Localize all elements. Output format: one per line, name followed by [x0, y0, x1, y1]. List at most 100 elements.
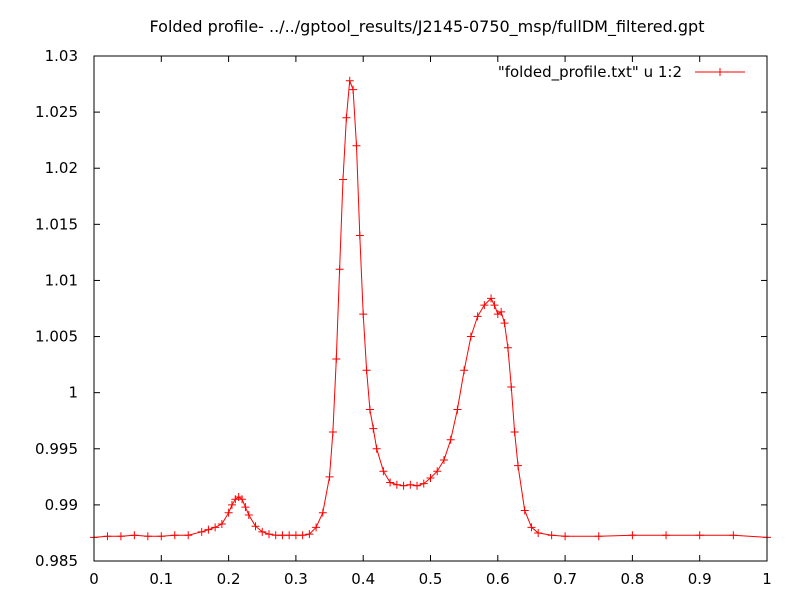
- data-point: [439, 456, 448, 464]
- data-point: [251, 522, 260, 531]
- data-point: [362, 366, 371, 375]
- data-point: [628, 531, 637, 540]
- data-point: [547, 531, 556, 540]
- data-point: [328, 427, 337, 436]
- data-point: [513, 461, 522, 470]
- x-tick-label: 0.9: [688, 570, 712, 588]
- y-tick-label: 1.02: [45, 159, 78, 177]
- data-point: [355, 231, 364, 240]
- data-point: [244, 510, 253, 519]
- plot-border: [93, 55, 768, 562]
- x-tick-label: 1: [762, 570, 772, 588]
- data-point: [392, 480, 401, 489]
- x-tick-label: 0.2: [217, 570, 241, 588]
- x-tick-label: 0.6: [486, 570, 510, 588]
- data-point: [507, 383, 516, 392]
- data-point: [369, 424, 378, 433]
- data-point: [211, 523, 220, 532]
- data-point: [332, 355, 341, 363]
- data-point: [534, 528, 543, 537]
- y-tick-label: 1.005: [35, 328, 78, 346]
- data-point: [258, 527, 267, 536]
- data-point: [345, 76, 354, 85]
- data-point: [433, 467, 442, 476]
- data-point: [352, 141, 361, 150]
- x-tick-label: 0: [89, 570, 99, 588]
- data-point: [116, 532, 125, 541]
- x-axis: 0 0.1 0.2 0.3 0.4 0.5 0.6 0.7 0.8 0.9 1: [89, 56, 772, 588]
- data-point: [497, 307, 506, 316]
- y-tick-label: 1.015: [35, 215, 78, 233]
- data-point: [662, 531, 671, 540]
- data-point: [204, 525, 213, 534]
- legend-label: "folded_profile.txt" u 1:2: [498, 63, 682, 82]
- data-point: [460, 366, 469, 375]
- y-tick-label: 0.995: [35, 440, 78, 458]
- x-tick-label: 0.7: [553, 570, 577, 588]
- data-point: [413, 481, 422, 490]
- data-point: [130, 531, 139, 540]
- data-point: [103, 532, 112, 541]
- x-tick-label: 0.8: [620, 570, 644, 588]
- data-point: [278, 531, 287, 540]
- data-point: [527, 523, 536, 532]
- data-point: [143, 532, 152, 541]
- data-point: [238, 495, 247, 504]
- data-point: [339, 175, 348, 184]
- data-point: [349, 85, 358, 94]
- data-point: [500, 319, 509, 328]
- data-point: [493, 310, 502, 319]
- data-point: [271, 531, 280, 540]
- data-point: [594, 532, 603, 541]
- data-point: [157, 532, 166, 541]
- data-point: [365, 405, 374, 414]
- data-point: [312, 523, 321, 532]
- plot-area: [90, 76, 771, 542]
- legend: "folded_profile.txt" u 1:2: [498, 63, 745, 82]
- data-point: [466, 332, 475, 341]
- data-point: [446, 435, 455, 444]
- data-point: [487, 294, 496, 303]
- data-point: [406, 480, 415, 489]
- data-point: [729, 531, 738, 540]
- y-tick-label: 0.99: [45, 496, 78, 514]
- chart-title: Folded profile- ../../gptool_results/J21…: [150, 17, 705, 37]
- y-tick-label: 1.01: [45, 271, 78, 289]
- data-point: [480, 301, 489, 310]
- y-tick-label: 1: [68, 384, 78, 402]
- data-point: [359, 310, 368, 319]
- data-point: [217, 519, 226, 528]
- y-tick-label: 0.985: [35, 552, 78, 570]
- data-point: [561, 532, 570, 541]
- data-point: [510, 427, 519, 436]
- data-point: [285, 531, 294, 540]
- series-line: [93, 80, 768, 538]
- y-axis: 0.985 0.99 0.995 1 1.005 1.01 1.015 1.02 1.025 1.…: [35, 47, 767, 570]
- data-point: [473, 312, 482, 321]
- data-point: [241, 503, 250, 512]
- data-point: [264, 530, 273, 539]
- y-tick-label: 1.025: [35, 103, 78, 121]
- data-point: [386, 478, 395, 487]
- data-point: [419, 479, 428, 488]
- data-point: [224, 508, 233, 517]
- x-tick-label: 0.4: [351, 570, 375, 588]
- data-point: [372, 444, 381, 453]
- data-point: [342, 113, 351, 122]
- data-point: [184, 531, 193, 540]
- data-point: [335, 265, 344, 274]
- data-point: [379, 467, 388, 476]
- x-tick-label: 0.5: [419, 570, 443, 588]
- legend-marker: [716, 68, 724, 76]
- data-point: [490, 301, 499, 310]
- data-point: [298, 531, 307, 540]
- data-point: [197, 527, 206, 536]
- data-point: [520, 506, 529, 515]
- data-point: [291, 531, 300, 540]
- y-tick-label: 1.03: [45, 47, 78, 65]
- data-point: [399, 481, 408, 490]
- data-point: [170, 531, 179, 540]
- data-point: [695, 531, 704, 540]
- x-tick-label: 0.1: [149, 570, 173, 588]
